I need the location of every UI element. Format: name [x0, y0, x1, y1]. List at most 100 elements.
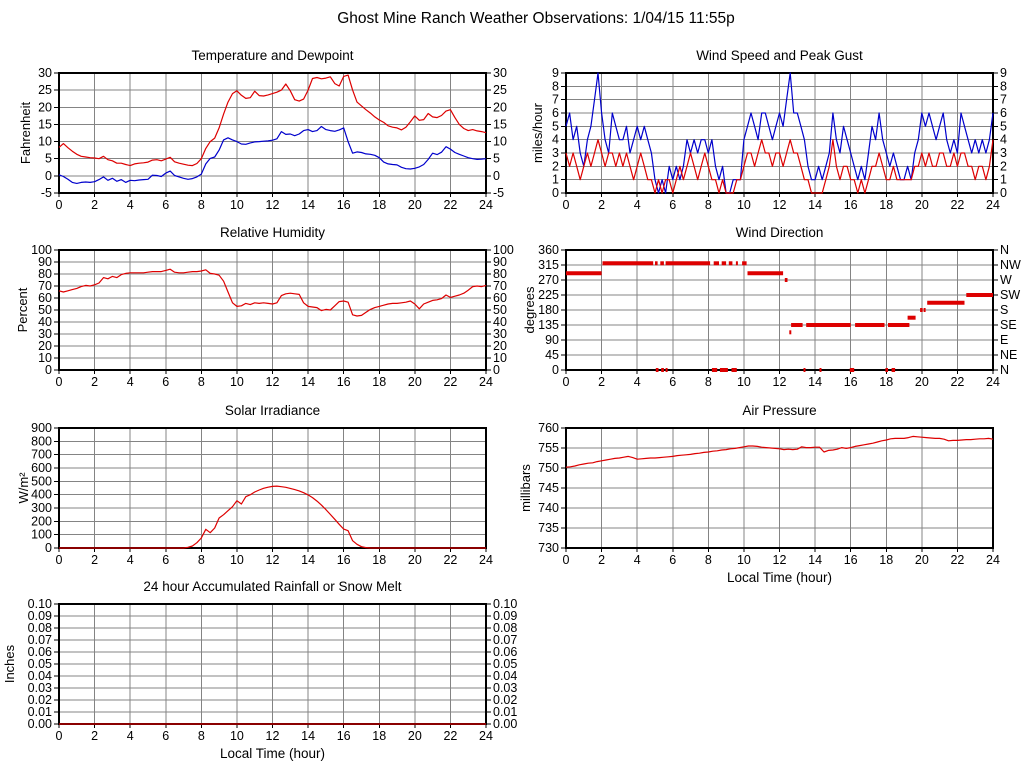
- x-tick-label: 22: [443, 553, 457, 567]
- y-tick-label: 755: [538, 441, 559, 455]
- x-tick-label: 18: [879, 553, 893, 567]
- x-tick-label: 6: [162, 553, 169, 567]
- y-tick-label-right: 20: [493, 100, 507, 114]
- x-tick-label: 2: [91, 198, 98, 212]
- axis-labels: 0 2 4 6 8 10 12 14 16 18 20 22 240.00 0.000.01 0.010.0…: [28, 597, 518, 743]
- y-tick-label: 6: [552, 106, 559, 120]
- gridlines: [59, 250, 486, 370]
- x-tick-label: 6: [162, 729, 169, 743]
- gridlines: [59, 604, 486, 724]
- y-tick-label: 5: [552, 119, 559, 133]
- y-tick-label: 180: [538, 303, 559, 317]
- x-tick-label: 0: [563, 198, 570, 212]
- x-tick-label: 22: [443, 198, 457, 212]
- y-tick-label: 20: [38, 100, 52, 114]
- y-tick-label-right: 6: [1000, 106, 1007, 120]
- x-tick-label: 4: [634, 198, 641, 212]
- y-tick-label: 90: [545, 333, 559, 347]
- y-tick-label: 0.00: [28, 717, 52, 731]
- y-tick-label: 200: [31, 514, 52, 528]
- y-tick-label-right: 0.02: [493, 693, 517, 707]
- y-tick-label: 760: [538, 421, 559, 435]
- y-tick-label: 20: [38, 339, 52, 353]
- y-tick-label-right: 9: [1000, 66, 1007, 80]
- y-tick-label: 0.04: [28, 669, 52, 683]
- x-tick-label: 2: [598, 553, 605, 567]
- y-tick-label-right: 100: [493, 243, 514, 257]
- y-tick-label-right: 30: [493, 66, 507, 80]
- y-tick-label-right: 0.04: [493, 669, 517, 683]
- y-tick-label-right: 15: [493, 117, 507, 131]
- x-tick-label: 18: [372, 729, 386, 743]
- x-tick-label: 24: [986, 553, 1000, 567]
- wind_speed-ylabel: miles/hour: [530, 102, 545, 163]
- x-tick-label: 20: [915, 553, 929, 567]
- humidity-series: [58, 268, 487, 317]
- y-tick-label: 0: [552, 363, 559, 377]
- rainfall-title: 24 hour Accumulated Rainfall or Snow Mel…: [143, 579, 401, 594]
- x-tick-label: 12: [266, 375, 280, 389]
- y-tick-label-right: 0.09: [493, 609, 517, 623]
- x-tick-label: 4: [127, 553, 134, 567]
- x-tick-label: 24: [479, 198, 493, 212]
- x-tick-label: 12: [773, 375, 787, 389]
- gridlines: [566, 428, 993, 548]
- y-tick-label: 0.03: [28, 681, 52, 695]
- axis-labels: 0 2 4 6 8 10 12 14 16 18 20 22 240100200300400500600…: [31, 421, 493, 567]
- y-tick-label-right: 10: [493, 135, 507, 149]
- y-tick-label: 0.08: [28, 621, 52, 635]
- temperature-series: [58, 74, 487, 167]
- x-tick-label: 4: [127, 375, 134, 389]
- y-tick-label: 10: [38, 135, 52, 149]
- y-tick-label: 25: [38, 83, 52, 97]
- y-tick-label: 745: [538, 481, 559, 495]
- y-tick-label-right: 0.10: [493, 597, 517, 611]
- x-tick-label: 4: [634, 553, 641, 567]
- y-tick-label: 0.05: [28, 657, 52, 671]
- irradiance-series: [59, 485, 486, 549]
- wind_direction-title: Wind Direction: [736, 225, 824, 240]
- y-tick-label: 100: [31, 243, 52, 257]
- air_pressure-ylabel: millibars: [518, 464, 533, 512]
- x-tick-label: 10: [230, 198, 244, 212]
- x-tick-label: 12: [266, 553, 280, 567]
- x-tick-label: 8: [705, 198, 712, 212]
- y-tick-label: 730: [538, 541, 559, 555]
- y-tick-label: 800: [31, 434, 52, 448]
- x-tick-label: 6: [669, 375, 676, 389]
- x-tick-label: 24: [479, 553, 493, 567]
- gridlines: [59, 73, 486, 193]
- compass-label: N: [1000, 243, 1009, 257]
- x-tick-label: 18: [372, 553, 386, 567]
- y-tick-label-right: 0.07: [493, 633, 517, 647]
- x-tick-label: 20: [915, 198, 929, 212]
- y-tick-label-right: 50: [493, 303, 507, 317]
- y-tick-label: 0: [45, 363, 52, 377]
- compass-label: SE: [1000, 318, 1017, 332]
- y-tick-label: 0.09: [28, 609, 52, 623]
- axis-ticks: [561, 427, 994, 552]
- y-tick-label-right: 5: [493, 152, 500, 166]
- x-tick-label: 8: [198, 729, 205, 743]
- wind-speed-series: [565, 139, 994, 194]
- x-tick-label: 16: [844, 198, 858, 212]
- x-tick-label: 16: [337, 729, 351, 743]
- x-tick-label: 16: [337, 375, 351, 389]
- y-tick-label: 735: [538, 521, 559, 535]
- y-tick-label: 135: [538, 318, 559, 332]
- air_pressure-xlabel: Local Time (hour): [727, 570, 832, 585]
- y-tick-label: 5: [45, 152, 52, 166]
- y-tick-label: 740: [538, 501, 559, 515]
- y-tick-label-right: 60: [493, 291, 507, 305]
- x-tick-label: 2: [91, 729, 98, 743]
- solar_irradiance-ylabel: W/m²: [16, 472, 31, 504]
- y-tick-label-right: 3: [1000, 146, 1007, 160]
- y-tick-label: 0.06: [28, 645, 52, 659]
- x-tick-label: 18: [879, 375, 893, 389]
- chart-wind_speed: 0 2 4 6 8 10 12 14 16 18 20 22 240 01 12 23 34 45 56 67 78 89…: [530, 48, 1007, 212]
- y-tick-label: 30: [38, 66, 52, 80]
- x-tick-label: 22: [950, 198, 964, 212]
